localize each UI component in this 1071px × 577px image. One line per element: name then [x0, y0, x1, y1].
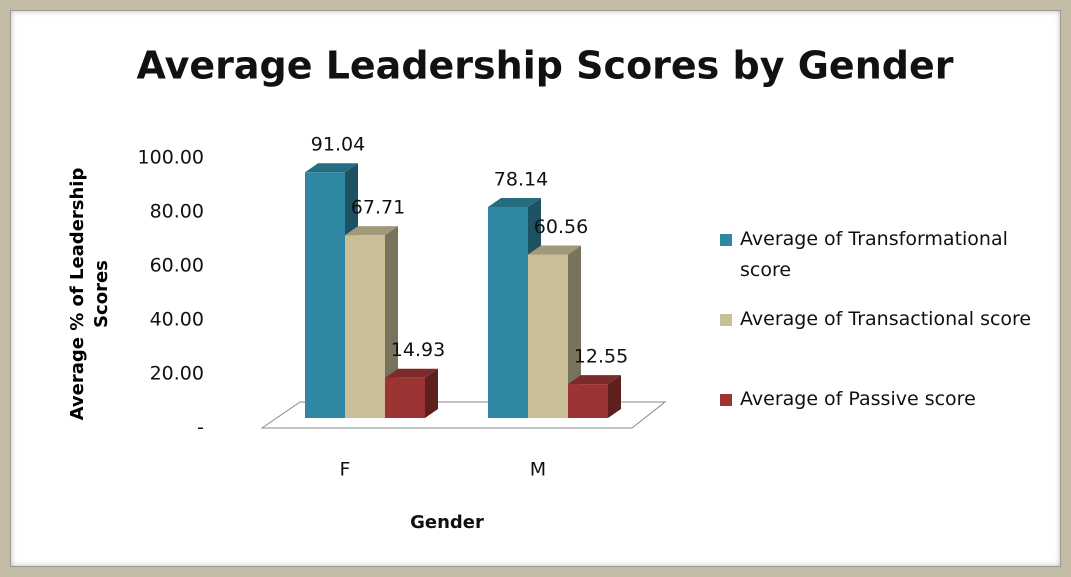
bar-face	[385, 377, 425, 418]
data-label: 91.04	[311, 134, 365, 156]
y-tick-label: 80.00	[150, 201, 204, 223]
bar-face	[488, 207, 528, 418]
bar	[568, 375, 621, 418]
y-tick-label: 60.00	[150, 255, 204, 277]
y-tick-label: 100.00	[138, 147, 204, 169]
y-axis-title: Average % of Leadership Scores	[67, 167, 112, 421]
legend-label: Average of Transactional score	[740, 308, 1032, 330]
bar-face	[345, 235, 385, 418]
legend-label: Average of Transformational score	[740, 228, 1008, 281]
bar-face	[608, 375, 621, 418]
bar-face	[345, 226, 398, 236]
bar-face	[528, 254, 568, 418]
bar-face	[385, 368, 438, 378]
data-label: 14.93	[391, 339, 445, 361]
bar-face	[305, 172, 345, 418]
bar	[385, 368, 438, 418]
bar-face	[568, 384, 608, 418]
data-label: 67.71	[351, 197, 405, 219]
bar-face	[568, 245, 581, 418]
bar-face	[385, 226, 398, 418]
bar-face	[488, 198, 541, 208]
data-label: 60.56	[534, 216, 588, 238]
y-tick-label: 20.00	[150, 363, 204, 385]
x-axis-title: Gender	[410, 512, 484, 533]
bar-face	[568, 375, 621, 385]
chart-title: Average Leadership Scores by Gender	[137, 44, 954, 88]
bar-face	[425, 368, 438, 418]
legend-swatch	[720, 394, 732, 406]
bar	[528, 245, 581, 418]
y-tick-label: -	[197, 417, 204, 439]
legend-swatch	[720, 234, 732, 246]
bar	[345, 226, 398, 418]
data-label: 78.14	[494, 169, 548, 191]
x-tick-label: F	[340, 459, 351, 481]
bar-face	[528, 245, 581, 255]
legend-label: Average of Passive score	[740, 388, 976, 410]
bar-face	[305, 163, 358, 173]
data-label: 12.55	[574, 346, 628, 368]
x-tick-label: M	[530, 459, 546, 481]
y-tick-label: 40.00	[150, 309, 204, 331]
legend-swatch	[720, 314, 732, 326]
